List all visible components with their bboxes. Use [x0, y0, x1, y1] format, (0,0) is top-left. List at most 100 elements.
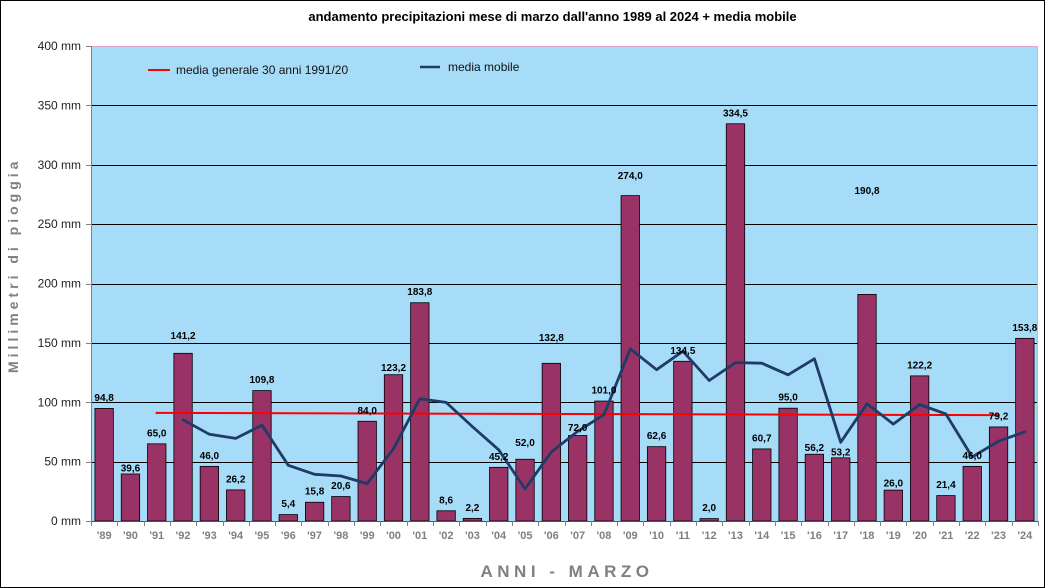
x-tick-label-10: '10 — [649, 530, 664, 542]
bar-11 — [673, 360, 693, 522]
legend-label-media-generale-30-anni-1991-20: media generale 30 anni 1991/20 — [176, 63, 348, 77]
y-axis-title: Millimetri di pioggia — [5, 157, 21, 373]
data-label-92: 141,2 — [171, 331, 196, 342]
data-label-22: 46,0 — [963, 451, 983, 462]
bar-92 — [173, 352, 193, 522]
media-mobile-point-93 — [208, 433, 211, 436]
media-mobile-point-21 — [944, 412, 948, 416]
data-label-95: 109,8 — [249, 375, 274, 386]
bar-91 — [147, 443, 167, 522]
x-tick-label-07: '07 — [570, 530, 585, 542]
bar-03 — [462, 517, 483, 522]
media-mobile-point-92 — [181, 418, 185, 422]
media-mobile-point-96 — [287, 464, 290, 467]
y-tick-label-250: 250 mm — [38, 217, 81, 231]
media-mobile-point-18 — [865, 402, 869, 405]
data-label-91: 65,0 — [147, 428, 167, 439]
data-label-04: 45,2 — [489, 452, 509, 463]
gridlines — [91, 105, 1038, 463]
bar-97 — [304, 501, 325, 522]
bar-20 — [910, 375, 930, 522]
y-tick-label-50: 50 mm — [44, 455, 81, 469]
data-label-00: 123,2 — [381, 363, 406, 374]
legend: media generale 30 anni 1991/20 media mobi… — [148, 60, 520, 77]
data-label-10: 62,6 — [647, 431, 667, 442]
media-mobile-point-19 — [892, 422, 895, 426]
media-mobile-series — [181, 347, 1027, 491]
y-tick-label-100: 100 mm — [38, 395, 81, 409]
data-label-01: 183,8 — [407, 287, 432, 298]
x-tick-label-03: '03 — [465, 530, 480, 542]
data-label-09: 274,0 — [618, 171, 643, 182]
bar-14 — [752, 448, 772, 522]
data-label-90: 39,6 — [121, 463, 141, 474]
x-tick-label-02: '02 — [439, 530, 454, 542]
data-label-05: 52,0 — [515, 438, 535, 449]
bar-22 — [962, 465, 982, 522]
bar-89 — [94, 408, 114, 522]
x-tick-label-09: '09 — [623, 530, 638, 542]
x-tick-label-13: '13 — [728, 530, 743, 542]
data-label-20: 122,2 — [907, 360, 932, 371]
x-tick-label-89: '89 — [97, 530, 112, 542]
data-label-02: 8,6 — [439, 495, 453, 506]
media-mobile-point-23 — [997, 440, 1000, 443]
data-label-12: 2,0 — [702, 503, 716, 514]
chart-title: andamento precipitazioni mese di marzo d… — [308, 9, 797, 24]
x-tick-label-01: '01 — [412, 530, 427, 542]
data-label-03: 2,2 — [465, 503, 479, 514]
x-tick-label-04: '04 — [491, 530, 507, 542]
data-label-08: 101,0 — [591, 386, 616, 397]
bar-96 — [278, 514, 298, 522]
x-tick-label-19: '19 — [886, 530, 901, 542]
media-mobile-point-95 — [260, 423, 264, 427]
media-mobile-point-01 — [418, 397, 422, 401]
bar-07 — [568, 435, 588, 522]
media-mobile-point-17 — [839, 441, 842, 444]
media-mobile-point-98 — [339, 474, 343, 478]
x-tick-label-11: '11 — [676, 530, 690, 542]
data-label-11: 134,5 — [670, 346, 695, 357]
media-mobile-point-00 — [392, 447, 395, 450]
bar-98 — [331, 496, 351, 522]
x-tick-label-96: '96 — [281, 530, 296, 542]
media-mobile-point-22 — [971, 455, 974, 459]
x-tick-label-94: '94 — [228, 530, 244, 542]
data-label-17: 53,2 — [831, 447, 851, 458]
data-label-23: 79,2 — [989, 411, 1009, 422]
legend-label-media-mobile: media mobile — [448, 60, 520, 74]
data-label-21: 21,4 — [936, 480, 956, 491]
x-tick-label-00: '00 — [386, 530, 401, 542]
data-label-13: 334,5 — [723, 108, 748, 119]
x-tick-label-24: '24 — [1017, 530, 1033, 542]
x-tick-label-17: '17 — [833, 530, 848, 542]
data-label-94: 26,2 — [226, 474, 246, 485]
x-tick-label-16: '16 — [807, 530, 822, 542]
media-mobile-point-07 — [576, 430, 579, 433]
x-tick-label-23: '23 — [991, 530, 1006, 542]
data-label-98: 20,6 — [331, 481, 351, 492]
bar-02 — [436, 510, 456, 522]
bar-04 — [489, 466, 509, 522]
y-tick-label-350: 350 mm — [38, 98, 81, 112]
media-mobile-point-10 — [655, 368, 658, 371]
media-mobile-point-02 — [444, 401, 448, 404]
media-generale-30-anni-1991-20-point-23 — [997, 413, 1000, 417]
data-label-16: 56,2 — [805, 443, 825, 454]
data-label-89: 94,8 — [94, 393, 114, 404]
media-mobile-point-06 — [550, 450, 553, 454]
x-tick-label-14: '14 — [754, 530, 770, 542]
media-mobile-point-09 — [629, 347, 632, 351]
x-tick-label-91: '91 — [149, 530, 164, 542]
bar-19 — [883, 489, 903, 522]
bar-10 — [646, 446, 667, 522]
y-tick-label-200: 200 mm — [38, 277, 81, 291]
x-tick-label-95: '95 — [255, 530, 270, 542]
x-tick-label-12: '12 — [702, 530, 717, 542]
x-axis-ticks: '89 '90 '91 '92 '93 '94 '95 '96 '97 '98 '99 '00 '01 '… — [91, 521, 1039, 542]
y-axis-ticks: 0 mm 50 mm 100 mm 150 mm 200 mm 250 mm 300 mm 3… — [38, 39, 91, 528]
bar-93 — [199, 465, 219, 522]
data-label-07: 72,0 — [568, 423, 588, 434]
